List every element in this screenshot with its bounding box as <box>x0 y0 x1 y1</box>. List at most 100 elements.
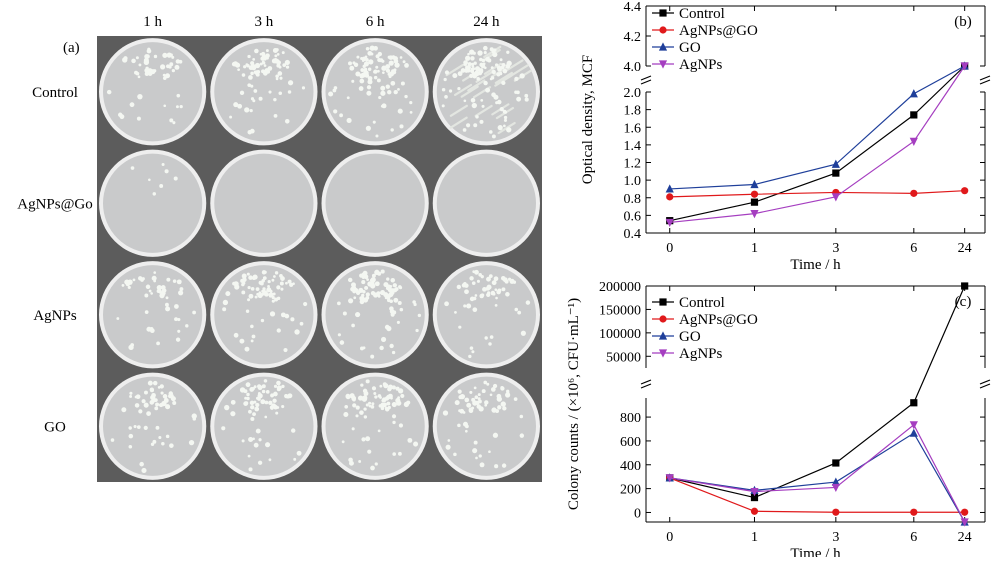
marker-triangle-down <box>831 193 840 202</box>
colony <box>453 452 457 457</box>
colony <box>384 396 390 401</box>
colony <box>221 426 226 431</box>
colony <box>402 60 406 64</box>
colony <box>285 281 288 285</box>
colony <box>478 272 482 277</box>
colony <box>128 426 132 430</box>
colony <box>155 402 160 407</box>
colony <box>363 415 368 419</box>
panel-b-optical-density-chart: 0.4 0.6 0.8 1.0 1.2 1.4 1.6 1.8 2.0 4.0 4.2 4.4 0 1 3 6… <box>560 0 1000 280</box>
colony <box>365 292 370 297</box>
colony <box>253 400 257 404</box>
colony <box>469 346 474 350</box>
colony <box>497 99 502 105</box>
colony <box>245 382 251 388</box>
colony <box>141 277 145 281</box>
colony <box>373 75 378 80</box>
colony <box>270 393 274 398</box>
colony <box>271 299 275 303</box>
petri-dish <box>321 149 429 257</box>
colony <box>303 301 308 307</box>
colony <box>239 338 245 344</box>
colony <box>383 282 389 288</box>
colony <box>378 404 383 408</box>
colony <box>264 415 268 419</box>
colony <box>269 405 275 410</box>
row-label: Control <box>32 85 78 101</box>
colony <box>248 467 253 472</box>
colony <box>386 325 392 332</box>
colony <box>348 298 354 304</box>
colony <box>396 400 402 406</box>
colony <box>374 462 378 466</box>
colony <box>474 294 478 297</box>
colony <box>368 404 372 408</box>
marker-triangle-up <box>658 42 668 51</box>
colony <box>386 401 391 406</box>
colony <box>154 406 159 411</box>
colony <box>132 278 136 282</box>
colony <box>499 107 504 112</box>
colony <box>237 68 240 72</box>
dish-agar <box>103 42 203 142</box>
colony <box>365 46 370 51</box>
colony <box>485 286 491 291</box>
colony <box>494 63 499 67</box>
x-tick-label: 3 <box>832 241 839 256</box>
colony <box>390 80 396 86</box>
colony <box>346 96 350 100</box>
colony <box>355 405 360 410</box>
petri-dish <box>432 38 540 146</box>
colony <box>296 450 302 456</box>
colony <box>147 68 153 74</box>
colony <box>484 336 488 340</box>
y-tick-label: 1.2 <box>624 157 642 172</box>
colony <box>245 309 250 313</box>
colony <box>224 404 230 411</box>
colony <box>119 114 125 120</box>
colony <box>349 65 355 71</box>
colony <box>339 113 343 118</box>
colony <box>251 334 256 339</box>
colony <box>471 350 475 354</box>
colony <box>148 289 152 293</box>
colony <box>287 393 293 399</box>
colony <box>247 285 251 290</box>
colony <box>491 69 496 75</box>
colony <box>176 279 182 285</box>
colony <box>369 281 374 287</box>
marker-circle <box>910 189 918 197</box>
series-line <box>669 65 966 224</box>
colony <box>477 393 481 397</box>
colony <box>374 46 378 50</box>
colony <box>483 380 488 385</box>
colony <box>370 354 375 359</box>
colony <box>261 278 265 283</box>
colony <box>263 290 268 295</box>
colony <box>454 400 460 406</box>
colony <box>177 317 181 322</box>
colony <box>337 333 341 337</box>
colony <box>491 134 496 139</box>
petri-dish <box>210 372 318 480</box>
colony <box>247 54 251 59</box>
colony <box>489 393 493 397</box>
colony <box>380 90 386 96</box>
colony <box>174 317 178 322</box>
colony <box>176 93 181 98</box>
colony <box>230 411 236 417</box>
colony <box>407 437 413 443</box>
colony <box>363 391 369 396</box>
colony <box>481 104 485 108</box>
bacterial-lawn-streak <box>460 85 479 98</box>
colony <box>492 432 499 438</box>
colony <box>380 336 387 342</box>
colony <box>490 387 496 392</box>
colony <box>510 279 514 283</box>
colony <box>368 401 372 405</box>
legend-label: AgNPs <box>679 57 723 73</box>
colony <box>503 110 508 114</box>
colony <box>351 323 355 328</box>
colony <box>276 328 281 333</box>
colony <box>352 289 357 294</box>
